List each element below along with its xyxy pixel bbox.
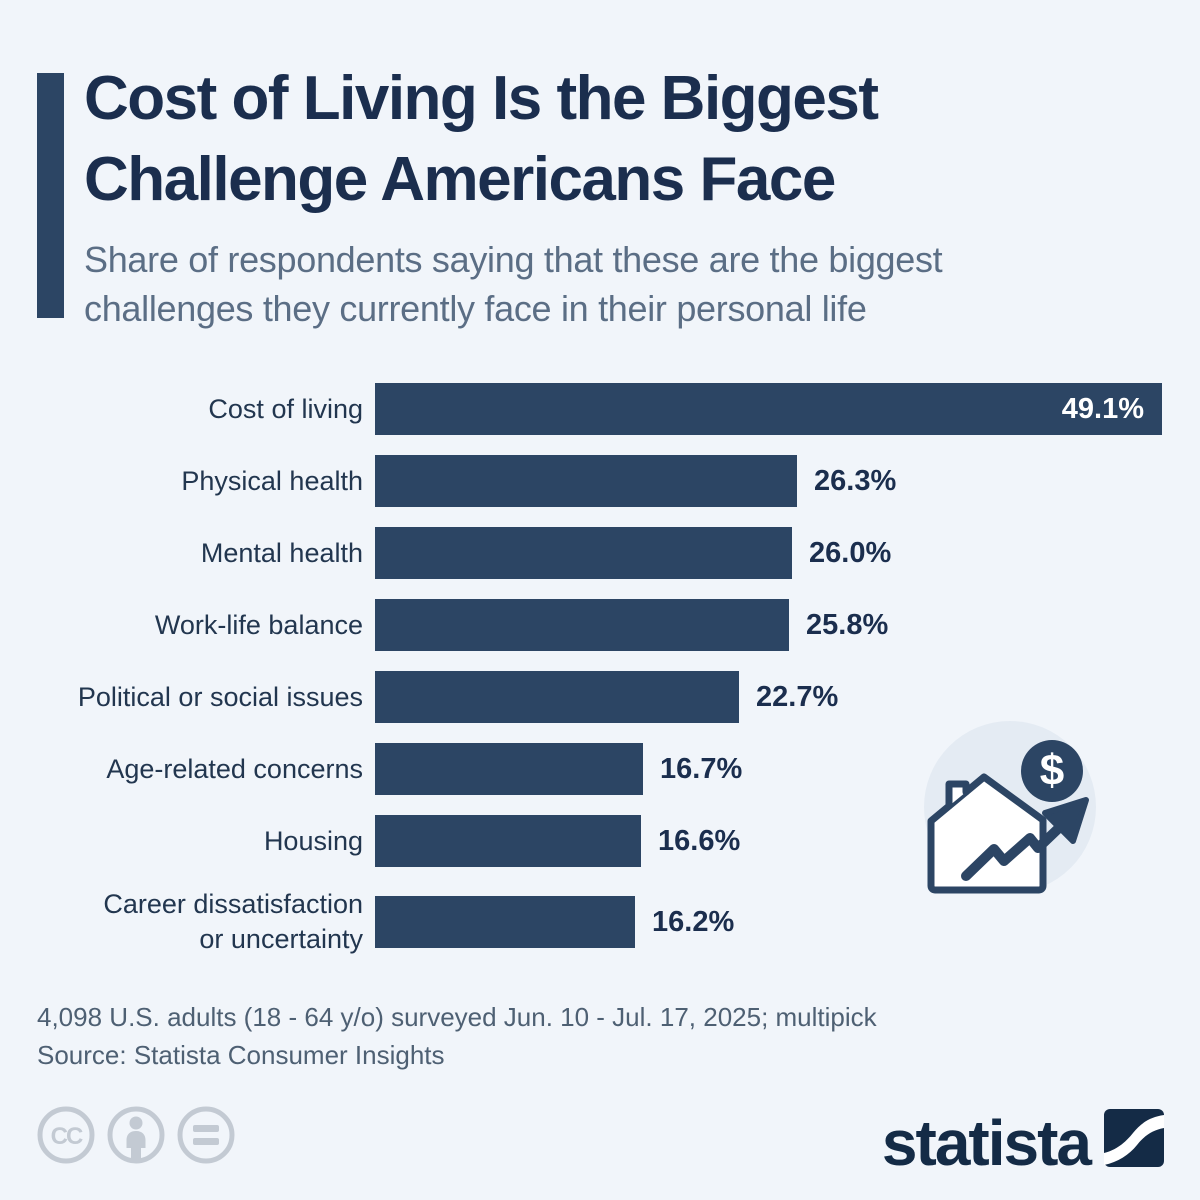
bar-row: Cost of living 49.1% bbox=[37, 383, 1162, 435]
trend-arrowhead-icon bbox=[1042, 797, 1089, 844]
source-note: Source: Statista Consumer Insights bbox=[37, 1040, 445, 1070]
page-title: Cost of Living Is the Biggest Challenge … bbox=[84, 58, 1174, 220]
statista-logo[interactable]: statista bbox=[881, 1107, 1165, 1179]
bar bbox=[375, 743, 643, 795]
house-icon bbox=[927, 773, 1047, 894]
svg-text:CC: CC bbox=[51, 1123, 83, 1150]
value-label: 49.1% bbox=[1061, 392, 1144, 425]
value-label: 16.7% bbox=[660, 752, 743, 785]
chimney-icon bbox=[945, 780, 970, 810]
bar: 49.1% bbox=[375, 383, 1162, 435]
bar-row: Work-life balance 25.8% bbox=[37, 599, 1162, 651]
statista-logo-mark-icon bbox=[1104, 1109, 1164, 1167]
category-label: Physical health bbox=[181, 465, 363, 496]
value-label: 25.8% bbox=[806, 608, 889, 641]
value-label: 26.3% bbox=[814, 464, 897, 497]
page-title-line2: Challenge Americans Face bbox=[84, 145, 836, 214]
dollar-circle-icon bbox=[1021, 740, 1083, 802]
category-label: Political or social issues bbox=[77, 681, 363, 712]
dollar-sign: $ bbox=[1040, 746, 1064, 795]
statista-wordmark: statista bbox=[881, 1107, 1092, 1179]
category-label: Mental health bbox=[200, 537, 363, 568]
bar-row: Career dissatisfaction or uncertainty 16.2… bbox=[37, 887, 1162, 957]
bar bbox=[375, 599, 789, 651]
footnote: 4,098 U.S. adults (18 - 64 y/o) surveyed… bbox=[37, 998, 877, 1074]
cc-icon[interactable]: CC bbox=[37, 1106, 95, 1164]
bar bbox=[375, 671, 739, 723]
trend-line-icon bbox=[961, 821, 1066, 881]
bar-chart: Cost of living 49.1% Physical health 26.3% M… bbox=[37, 383, 1162, 977]
bar bbox=[375, 896, 635, 948]
title-accent-bar bbox=[37, 73, 64, 318]
category-label: Work-life balance bbox=[154, 609, 363, 640]
equal-icon[interactable] bbox=[177, 1106, 235, 1164]
bar-row: Age-related concerns 16.7% bbox=[37, 743, 1162, 795]
category-label: Cost of living bbox=[208, 393, 363, 424]
bar-row: Housing 16.6% bbox=[37, 815, 1162, 867]
subtitle: Share of respondents saying that these a… bbox=[84, 235, 1174, 333]
bar-row: Physical health 26.3% bbox=[37, 455, 1162, 507]
cc-license-icons[interactable]: CC bbox=[36, 1105, 266, 1165]
category-label: Career dissatisfaction or uncertainty bbox=[103, 889, 363, 954]
bar bbox=[375, 455, 797, 507]
page-title-line1: Cost of Living Is the Biggest bbox=[84, 64, 879, 133]
value-label: 16.6% bbox=[658, 824, 741, 857]
bar bbox=[375, 815, 641, 867]
value-label: 16.2% bbox=[652, 905, 735, 938]
subtitle-line2: challenges they currently face in their … bbox=[84, 288, 867, 329]
bar-row: Mental health 26.0% bbox=[37, 527, 1162, 579]
bar-rows: Cost of living 49.1% Physical health 26.3% M… bbox=[37, 383, 1162, 957]
attribution-icon[interactable] bbox=[107, 1106, 165, 1164]
value-label: 26.0% bbox=[809, 536, 892, 569]
subtitle-line1: Share of respondents saying that these a… bbox=[84, 239, 943, 280]
category-label: Age-related concerns bbox=[106, 753, 363, 784]
header: Cost of Living Is the Biggest Challenge … bbox=[84, 58, 1174, 333]
value-label: 22.7% bbox=[756, 680, 839, 713]
category-label: Housing bbox=[263, 825, 363, 856]
bar-row: Political or social issues 22.7% bbox=[37, 671, 1162, 723]
house-price-rising-icon: $ bbox=[924, 721, 1096, 894]
survey-note: 4,098 U.S. adults (18 - 64 y/o) surveyed… bbox=[37, 1002, 877, 1032]
bar bbox=[375, 527, 792, 579]
